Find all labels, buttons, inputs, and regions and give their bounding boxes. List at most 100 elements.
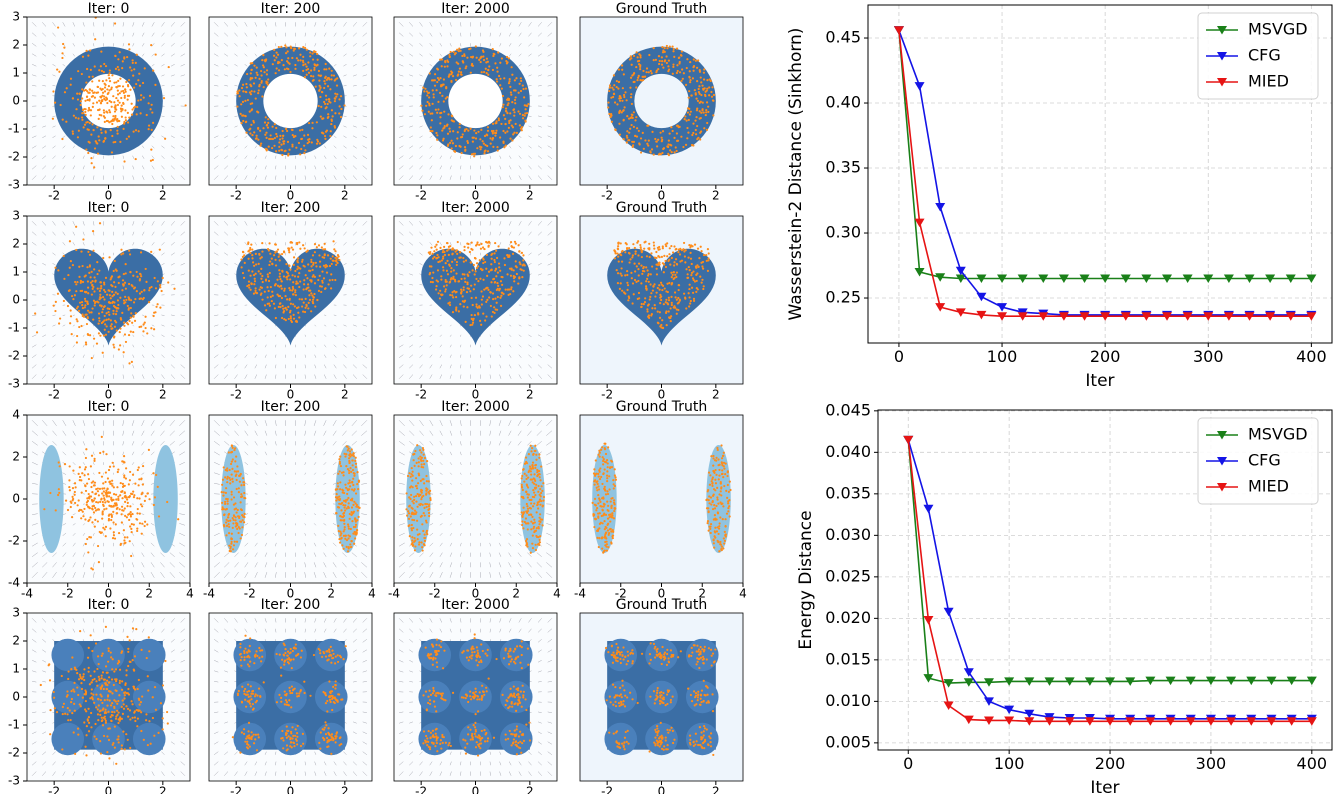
particle bbox=[126, 498, 129, 501]
particle bbox=[128, 116, 131, 119]
vector-arrow bbox=[459, 374, 462, 379]
particle bbox=[86, 98, 89, 102]
vector-arrow bbox=[499, 324, 502, 327]
particle bbox=[645, 67, 649, 70]
particle bbox=[129, 513, 132, 516]
vector-arrow bbox=[274, 175, 277, 180]
particle bbox=[307, 121, 311, 125]
particle bbox=[104, 64, 108, 68]
particle bbox=[457, 50, 460, 53]
particle bbox=[318, 79, 321, 82]
particle bbox=[257, 89, 260, 92]
particle bbox=[622, 73, 625, 76]
particle bbox=[633, 278, 637, 282]
particle bbox=[438, 91, 442, 94]
particle bbox=[68, 479, 71, 482]
particle bbox=[104, 333, 108, 336]
vector-arrow bbox=[429, 374, 433, 379]
particle bbox=[104, 480, 107, 484]
vector-arrow bbox=[82, 430, 86, 436]
particle bbox=[86, 537, 89, 541]
particle bbox=[275, 51, 278, 54]
vector-arrow bbox=[398, 43, 404, 47]
particle bbox=[481, 246, 485, 249]
particle bbox=[442, 255, 445, 258]
particle bbox=[708, 86, 711, 89]
particle bbox=[119, 481, 122, 485]
particle bbox=[499, 77, 502, 80]
vector-arrow bbox=[214, 324, 219, 327]
vector-arrow bbox=[169, 552, 175, 557]
particle bbox=[124, 116, 127, 119]
particle bbox=[449, 50, 452, 54]
particle bbox=[121, 67, 124, 70]
particle bbox=[479, 148, 482, 151]
particle bbox=[73, 294, 77, 297]
particle bbox=[289, 289, 292, 292]
particle bbox=[69, 77, 73, 80]
particle bbox=[503, 263, 507, 267]
particle bbox=[317, 244, 321, 247]
particle bbox=[500, 275, 503, 279]
particle bbox=[288, 148, 291, 151]
vector-arrow bbox=[82, 462, 86, 466]
vector-arrow bbox=[170, 324, 175, 327]
particle bbox=[487, 288, 490, 291]
particle bbox=[94, 300, 97, 304]
vector-arrow bbox=[42, 273, 47, 276]
particle bbox=[640, 302, 643, 306]
particle bbox=[527, 103, 530, 106]
particle bbox=[507, 255, 510, 259]
particle bbox=[240, 258, 243, 261]
particle bbox=[333, 97, 336, 100]
particle bbox=[702, 287, 705, 291]
particle bbox=[115, 321, 118, 324]
vector-arrow bbox=[150, 430, 155, 436]
particle bbox=[617, 87, 620, 90]
vector-arrow bbox=[224, 231, 229, 236]
particle bbox=[338, 105, 341, 108]
vector-arrow bbox=[142, 334, 145, 337]
vector-arrow bbox=[132, 155, 135, 159]
vector-arrow bbox=[180, 165, 186, 170]
particle bbox=[525, 112, 529, 115]
particle bbox=[475, 266, 478, 270]
vector-arrow bbox=[353, 284, 357, 286]
vector-arrow bbox=[52, 135, 56, 138]
vector-arrow bbox=[429, 145, 433, 149]
particle bbox=[93, 459, 96, 462]
vector-arrow bbox=[141, 221, 145, 226]
particle bbox=[82, 515, 85, 518]
particle bbox=[452, 269, 455, 272]
vector-arrow bbox=[52, 115, 56, 117]
particle bbox=[318, 254, 321, 257]
particle bbox=[447, 248, 450, 251]
vector-arrow bbox=[62, 221, 66, 226]
vector-arrow bbox=[224, 263, 229, 266]
particle bbox=[630, 63, 633, 66]
particle bbox=[89, 516, 92, 519]
particle bbox=[81, 97, 84, 100]
vector-arrow bbox=[547, 324, 552, 327]
vector-arrow bbox=[352, 53, 357, 57]
particle bbox=[507, 126, 510, 129]
x-tick-label: 0 bbox=[658, 387, 666, 401]
particle bbox=[436, 256, 439, 260]
vector-arrow bbox=[62, 523, 67, 526]
particle bbox=[689, 110, 692, 113]
particle bbox=[150, 250, 153, 253]
particle bbox=[621, 249, 624, 253]
particle bbox=[105, 97, 109, 100]
vector-arrow bbox=[150, 542, 155, 547]
particle bbox=[669, 263, 672, 266]
particle bbox=[444, 280, 447, 283]
vector-arrow bbox=[180, 334, 186, 337]
vector-arrow bbox=[151, 354, 155, 358]
particle bbox=[80, 301, 84, 304]
vector-arrow bbox=[333, 43, 337, 47]
particle bbox=[664, 265, 668, 269]
particle bbox=[152, 328, 156, 331]
particle bbox=[132, 74, 135, 77]
vector-arrow bbox=[52, 155, 56, 159]
vector-arrow bbox=[537, 135, 542, 138]
